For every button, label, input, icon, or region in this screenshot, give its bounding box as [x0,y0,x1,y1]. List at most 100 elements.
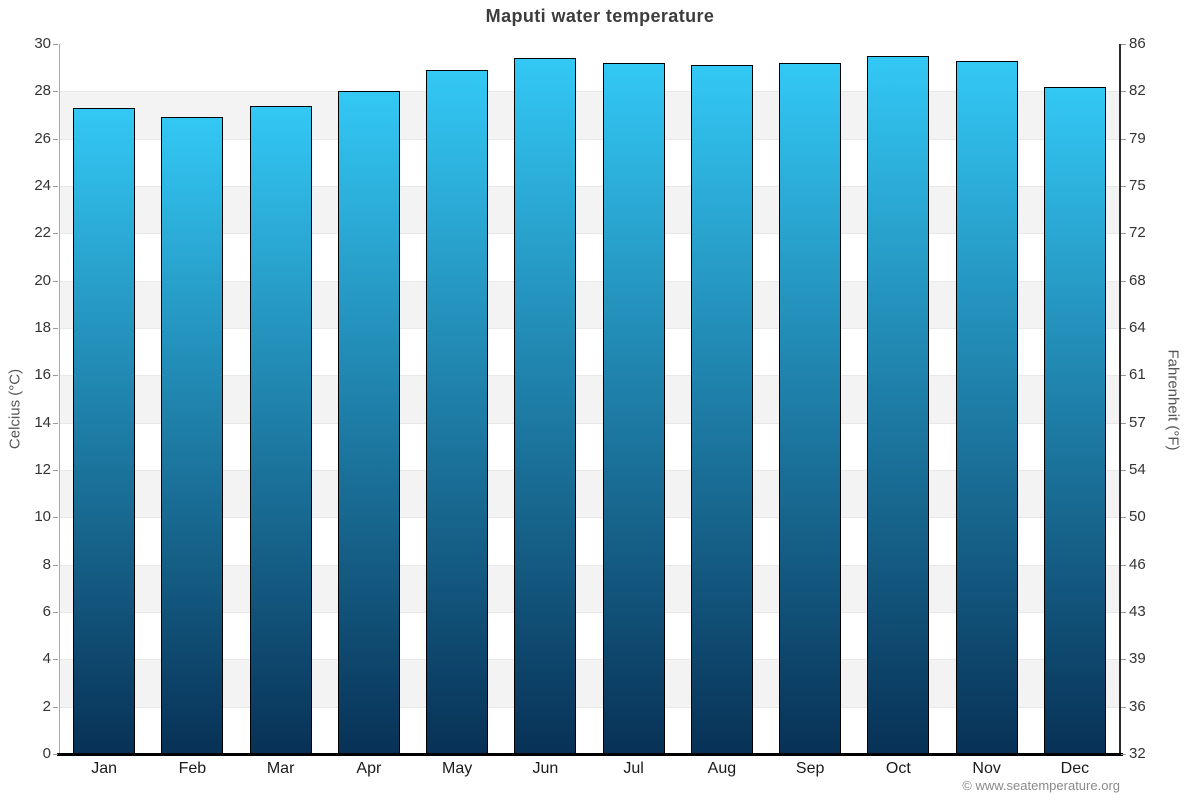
bar-jan[interactable] [73,107,136,754]
fahrenheit-tick-label: 68 [1129,271,1146,289]
gridline [60,517,1119,519]
right-tick-mark [1120,754,1126,755]
left-tick-mark [53,659,58,661]
left-tick-mark [53,612,58,613]
bar-jun[interactable] [514,58,577,754]
gridline [60,375,1119,377]
bar-apr[interactable] [337,91,400,754]
gridline [60,706,1119,708]
right-tick-mark [1120,659,1126,661]
gridline [60,280,1119,282]
right-tick-mark [1120,328,1126,329]
celsius-tick-label: 28 [34,82,51,100]
right-y-axis-line [1119,44,1121,754]
bar-feb[interactable] [161,117,224,754]
left-tick-mark [53,470,58,471]
left-tick-mark [53,138,58,140]
month-label-jun: Jun [532,760,559,777]
fahrenheit-tick-label: 43 [1129,603,1146,620]
fahrenheit-tick-label: 64 [1129,319,1146,336]
right-tick-mark [1120,422,1126,424]
plot-band [60,91,1119,139]
celsius-tick-label: 18 [34,319,51,336]
chart-title: Maputi water temperature [485,6,715,26]
left-tick-mark [53,44,58,45]
plot-area [60,44,1119,754]
right-tick-mark [1120,375,1126,377]
fahrenheit-tick-label: 36 [1129,697,1146,715]
fahrenheit-tick-label: 57 [1129,413,1146,431]
left-tick-mark [53,280,58,282]
left-tick-mark [53,91,58,93]
celsius-tick-label: 4 [42,650,51,668]
right-tick-mark [1120,470,1126,471]
right-tick-mark [1120,564,1126,566]
celsius-tick-label: 26 [34,129,51,147]
right-tick-mark [1120,517,1126,519]
celsius-tick-label: 12 [34,461,51,478]
gridline [60,91,1119,93]
bar-jul[interactable] [602,62,665,754]
fahrenheit-tick-label: 46 [1129,555,1146,573]
left-tick-mark [53,328,58,329]
month-label-feb: Feb [178,760,207,777]
month-label-aug: Aug [707,760,737,777]
celsius-tick-label: 24 [34,177,51,194]
gridline [60,422,1119,424]
fahrenheit-tick-label: 82 [1129,82,1146,100]
bar-sep[interactable] [779,62,842,754]
right-tick-mark [1120,280,1126,282]
celsius-tick-label: 20 [34,271,51,289]
gridline [60,470,1119,471]
plot-band [60,564,1119,612]
celsius-tick-label: 8 [42,555,51,573]
month-label-dec: Dec [1060,760,1090,777]
gridline [60,659,1119,661]
x-axis-line [57,753,1123,756]
left-y-axis-line [59,44,60,754]
month-label-nov: Nov [972,760,1001,777]
bar-dec[interactable] [1043,86,1106,754]
plot-band [60,375,1119,423]
month-label-oct: Oct [885,760,911,777]
bar-aug[interactable] [690,65,753,754]
plot-band [60,659,1119,707]
right-tick-mark [1120,44,1126,45]
celsius-tick-label: 22 [34,224,51,242]
fahrenheit-tick-label: 61 [1129,366,1146,384]
plot-band [60,280,1119,328]
gridline [60,564,1119,566]
gridline [60,612,1119,613]
bar-nov[interactable] [955,60,1018,754]
left-tick-mark [53,375,58,377]
month-label-jan: Jan [91,760,118,777]
celsius-tick-label: 10 [34,508,51,526]
celsius-tick-label: 16 [34,366,51,384]
right-tick-mark [1120,706,1126,708]
gridline [60,328,1119,329]
bar-may[interactable] [426,70,489,754]
left-tick-mark [53,233,58,235]
right-tick-mark [1120,612,1126,613]
celsius-tick-label: 6 [42,603,51,620]
month-label-may: May [442,760,473,777]
gridline [60,138,1119,140]
celsius-tick-label: 0 [42,745,51,762]
fahrenheit-tick-label: 79 [1129,129,1146,147]
fahrenheit-tick-label: 39 [1129,650,1146,668]
plot-band [60,186,1119,234]
fahrenheit-tick-label: 75 [1129,177,1146,194]
bar-mar[interactable] [249,105,312,754]
right-tick-mark [1120,186,1126,187]
left-tick-mark [53,186,58,187]
fahrenheit-tick-label: 86 [1129,35,1146,52]
month-label-sep: Sep [795,760,825,777]
bar-oct[interactable] [867,55,930,754]
fahrenheit-tick-label: 32 [1129,745,1146,762]
month-label-jul: Jul [623,760,644,777]
celsius-tick-label: 14 [34,413,51,431]
fahrenheit-tick-label: 72 [1129,224,1146,242]
right-tick-mark [1120,91,1126,93]
celsius-tick-label: 30 [34,35,51,52]
